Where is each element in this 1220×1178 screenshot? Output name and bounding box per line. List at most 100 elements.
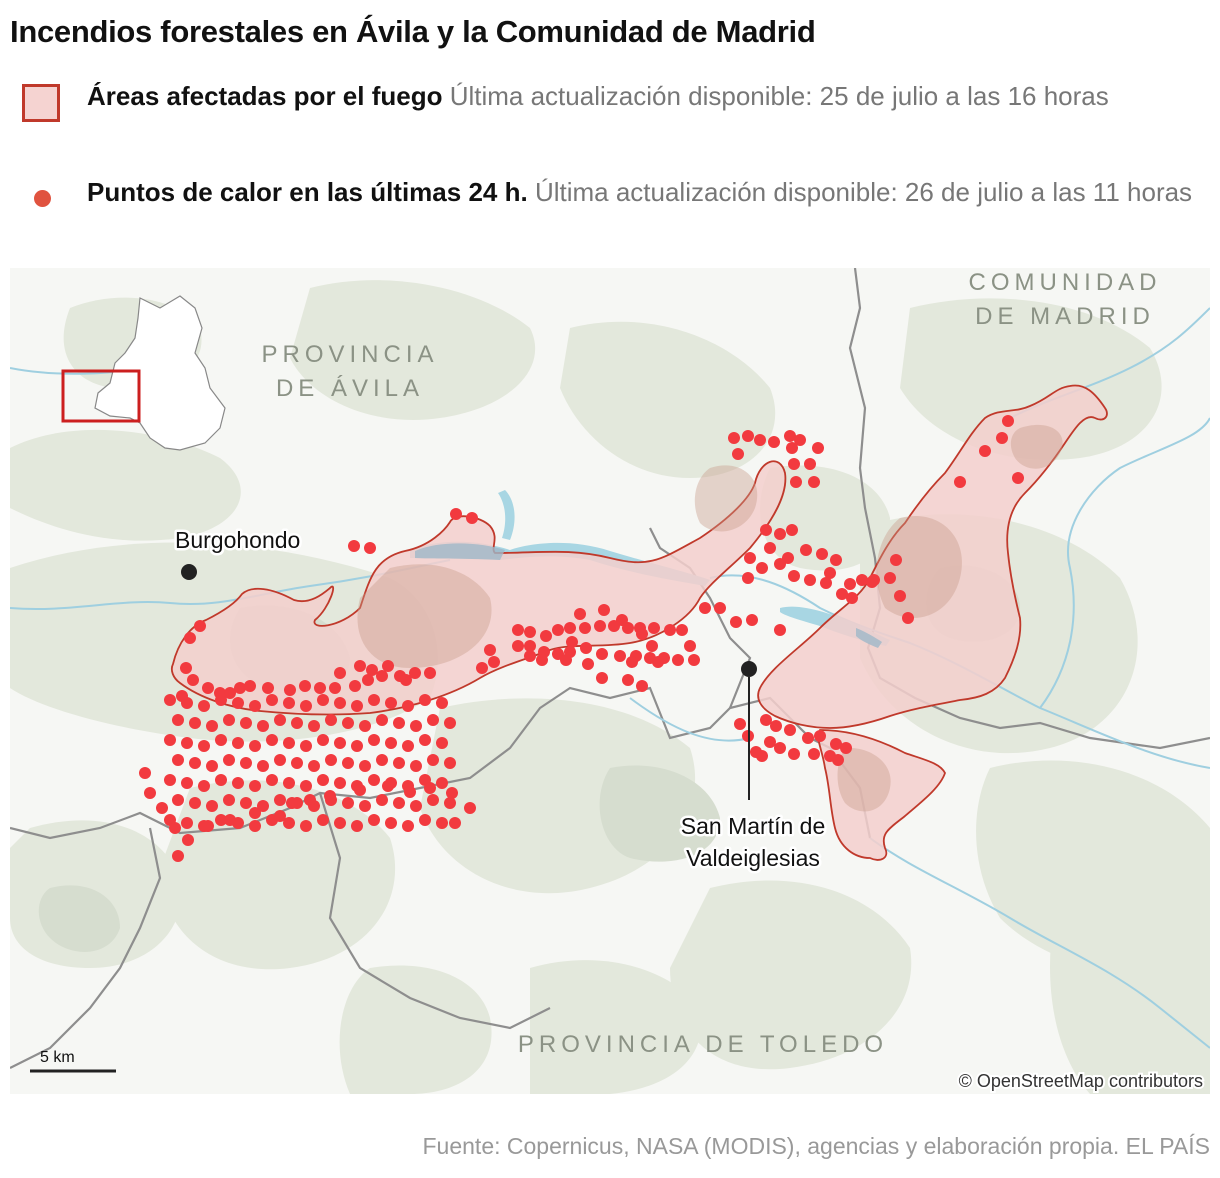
hotspot-point (317, 694, 329, 706)
hotspot-point (359, 720, 371, 732)
hotspot-point (274, 714, 286, 726)
hotspot-point (466, 512, 478, 524)
hotspot-point (376, 714, 388, 726)
hotspot-point (189, 757, 201, 769)
hotspot-point (444, 797, 456, 809)
hotspot-point (262, 682, 274, 694)
hotspot-point (342, 797, 354, 809)
hotspot-point (393, 757, 405, 769)
hotspot-point (774, 624, 786, 636)
hotspot-point (774, 742, 786, 754)
hotspot-point (814, 730, 826, 742)
hotspot-point (410, 760, 422, 772)
hotspot-point (382, 780, 394, 792)
hotspot-point (436, 737, 448, 749)
hotspot-point (770, 720, 782, 732)
hotspot-point (317, 774, 329, 786)
hotspot-point (182, 834, 194, 846)
hotspot-point (325, 714, 337, 726)
hotspot-point (156, 802, 168, 814)
hotspot-point (996, 432, 1008, 444)
hotspot-point (744, 552, 756, 564)
hotspot-point (436, 817, 448, 829)
hotspot-point (172, 754, 184, 766)
burned-area-south (817, 729, 946, 861)
hotspot-point (202, 820, 214, 832)
hotspot-point (181, 777, 193, 789)
hotspot-point (626, 656, 638, 668)
hotspot-point (308, 760, 320, 772)
hotspot-point (334, 777, 346, 789)
madrid-region-label-line2: DE MADRID (975, 303, 1155, 330)
hotspot-point (164, 694, 176, 706)
hotspot-point (402, 700, 414, 712)
avila-region-label-line2: DE ÁVILA (276, 375, 424, 402)
hotspot-point (274, 810, 286, 822)
hotspot-point (169, 822, 181, 834)
burned-area-swatch-icon (22, 84, 60, 122)
hotspot-point (198, 700, 210, 712)
map-canvas[interactable]: Burgohondo San Martín de Valdeiglesias P… (10, 268, 1210, 1094)
fire-map[interactable]: Burgohondo San Martín de Valdeiglesias P… (10, 268, 1210, 1094)
hotspot-point (342, 717, 354, 729)
hotspot-point (808, 476, 820, 488)
hotspot-point (349, 680, 361, 692)
hotspot-point (359, 760, 371, 772)
hotspot-point (524, 650, 536, 662)
hotspot-point (764, 736, 776, 748)
hotspot-point (524, 640, 536, 652)
hotspot-point (402, 740, 414, 752)
hotspot-point (760, 524, 772, 536)
hotspot-layer (139, 415, 1024, 862)
hotspot-point (636, 680, 648, 692)
hotspot-point (351, 700, 363, 712)
inset-highlight-box (61, 369, 141, 423)
hotspot-point (300, 780, 312, 792)
hotspot-point (266, 734, 278, 746)
hotspot-point (304, 794, 316, 806)
hotspot-point (446, 787, 458, 799)
hotspot-point (214, 687, 226, 699)
hotspot-point (648, 622, 660, 634)
hotspot-point (223, 794, 235, 806)
hotspot-point (812, 442, 824, 454)
hotspot-point (419, 734, 431, 746)
hotspot-point (354, 784, 366, 796)
hotspot-point (274, 754, 286, 766)
hotspot-point (240, 797, 252, 809)
burned-reservoir-overlay (415, 543, 882, 648)
hotspot-point (299, 680, 311, 692)
hotspot-point (768, 436, 780, 448)
hotspot-point (688, 654, 700, 666)
hotspot-point (884, 572, 896, 584)
hotspot-point (424, 667, 436, 679)
hotspot-point (164, 774, 176, 786)
hotspot-point (198, 780, 210, 792)
hotspot-point (368, 814, 380, 826)
legend-item-burned-areas: Áreas afectadas por el fuego Última actu… (22, 78, 1217, 158)
hotspot-point (249, 700, 261, 712)
hotspot-point (351, 820, 363, 832)
hotspot-point (856, 574, 868, 586)
hotspot-point (902, 612, 914, 624)
hotspot-point (223, 714, 235, 726)
hotspot-point (385, 697, 397, 709)
hotspot-point (419, 694, 431, 706)
hotspot-point (308, 720, 320, 732)
hotspot-point (215, 774, 227, 786)
hotspot-point (172, 714, 184, 726)
hotspot-point (215, 734, 227, 746)
hotspot-point (376, 794, 388, 806)
hotspot-point (536, 654, 548, 666)
hotspot-point (582, 658, 594, 670)
hotspot-point (291, 757, 303, 769)
hotspot-point (368, 774, 380, 786)
hotspot-point (594, 620, 606, 632)
hotspot-point (750, 746, 762, 758)
hotspot-point (730, 616, 742, 628)
hotspot-point (286, 797, 298, 809)
hotspot-point (524, 626, 536, 638)
hotspot-point (240, 757, 252, 769)
hotspot-point (622, 674, 634, 686)
hotspot-point (846, 592, 858, 604)
